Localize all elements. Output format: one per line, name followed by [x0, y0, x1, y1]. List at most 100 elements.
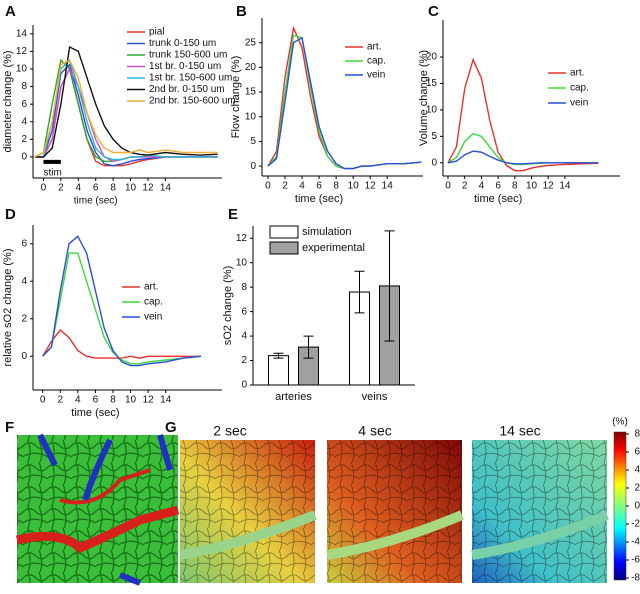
frame-label: 4 sec — [358, 423, 391, 439]
y-tick-label: 0 — [21, 351, 27, 362]
y-tick-label: 0 — [241, 380, 247, 391]
x-tick-label: 14 — [559, 181, 571, 192]
y-tick-label: 6 — [21, 99, 27, 110]
x-tick-label: 10 — [125, 183, 137, 194]
y-tick-label: 5 — [431, 131, 437, 142]
error-bar — [384, 230, 395, 342]
panel-label: D — [5, 206, 16, 223]
x-tick-label: 4 — [299, 181, 305, 192]
legend-label: art. — [367, 42, 381, 53]
colorbar-tick-label: -6 — [631, 555, 640, 566]
x-tick-label: 8 — [512, 181, 518, 192]
panel-label: C — [428, 3, 439, 20]
colorbar-tick-label: 8 — [634, 429, 640, 440]
series-line — [34, 45, 218, 158]
y-tick-label: 15 — [245, 87, 257, 98]
legend-swatch — [269, 241, 299, 255]
legend-label: art. — [570, 68, 584, 79]
x-tick-label: 2 — [282, 181, 288, 192]
y-axis-label: diameter change (%) — [2, 50, 14, 152]
panel-label: B — [236, 3, 247, 20]
error-bar — [273, 352, 284, 359]
y-tick-label: 10 — [426, 105, 438, 116]
y-axis-label: sO2 change (%) — [222, 266, 234, 345]
x-tick-label: 0 — [40, 395, 46, 406]
y-tick-label: 20 — [426, 52, 438, 63]
x-tick-label: 12 — [543, 181, 555, 192]
legend-label: simulation — [302, 226, 352, 238]
panel-label: E — [228, 206, 238, 223]
legend-label: 2nd br. 0-150 um — [149, 84, 225, 95]
legend-label: trunk 150-600 um — [149, 50, 227, 61]
legend-label: cap. — [144, 297, 163, 308]
panel-label: A — [5, 3, 16, 20]
y-tick-label: 0 — [250, 161, 256, 172]
x-tick-label: 2 — [57, 395, 63, 406]
y-tick-label: 10 — [16, 64, 28, 75]
series-line — [42, 252, 201, 365]
x-tick-label: 8 — [110, 395, 116, 406]
colorbar-tick-label: -4 — [631, 537, 640, 548]
x-tick-label: 10 — [348, 181, 360, 192]
x-axis-label: time (sec) — [71, 407, 119, 419]
x-tick-label: 12 — [142, 183, 154, 194]
colorbar-title: (%) — [612, 417, 628, 428]
stim-label: stim — [43, 168, 61, 179]
y-tick-label: 8 — [241, 282, 247, 293]
x-tick-label: arteries — [275, 391, 312, 403]
series-line — [42, 328, 201, 359]
y-axis-label: Flow change (%) — [230, 56, 242, 139]
series-line — [447, 132, 599, 166]
legend-label: art. — [144, 282, 158, 293]
series-line — [34, 59, 218, 158]
y-tick-label: 8 — [21, 81, 27, 92]
x-tick-label: 6 — [93, 395, 99, 406]
x-tick-label: 14 — [160, 395, 172, 406]
panel-label: G — [165, 419, 177, 436]
x-tick-label: 6 — [495, 181, 501, 192]
legend-label: trunk 0-150 um — [149, 38, 216, 49]
x-tick-label: 4 — [75, 395, 81, 406]
series-line — [42, 235, 201, 367]
legend-label: pial — [149, 27, 165, 38]
colorbar-tick-label: 6 — [634, 447, 640, 458]
frame-label: 14 sec — [499, 423, 540, 439]
colorbar-tick-label: 2 — [634, 483, 640, 494]
x-tick-label: 8 — [110, 183, 116, 194]
legend-label: cap. — [570, 83, 589, 94]
series-line — [447, 150, 599, 165]
x-tick-label: 6 — [316, 181, 322, 192]
y-tick-label: 4 — [21, 276, 27, 287]
y-tick-label: 5 — [250, 136, 256, 147]
y-tick-label: 2 — [21, 134, 27, 145]
colorbar-tick-label: 4 — [634, 465, 640, 476]
y-tick-label: 20 — [245, 62, 257, 73]
y-tick-label: 15 — [426, 78, 438, 89]
error-bar — [303, 335, 314, 359]
y-tick-label: 10 — [236, 257, 248, 268]
x-tick-label: 12 — [365, 181, 377, 192]
y-tick-label: 4 — [241, 331, 247, 342]
x-tick-label: 0 — [265, 181, 271, 192]
x-tick-label: 4 — [479, 181, 485, 192]
x-tick-label: 2 — [58, 183, 64, 194]
legend-label: cap. — [367, 56, 386, 67]
legend-label: 1st br. 150-600 um — [149, 73, 232, 84]
frame-label: 2 sec — [213, 423, 246, 439]
y-tick-label: 14 — [16, 28, 28, 39]
legend-label: 2nd br. 150-600 um — [149, 96, 236, 107]
y-tick-label: 10 — [245, 111, 257, 122]
bar — [268, 355, 289, 386]
x-tick-label: 0 — [41, 183, 47, 194]
x-tick-label: 6 — [93, 183, 99, 194]
rendering-g — [179, 431, 627, 583]
x-tick-label: 14 — [382, 181, 394, 192]
x-tick-label: 10 — [526, 181, 538, 192]
legend-label: vein — [570, 98, 588, 109]
y-tick-label: 25 — [245, 37, 257, 48]
x-axis-label: time (sec) — [295, 193, 343, 205]
y-tick-label: 12 — [236, 233, 248, 244]
y-tick-label: 2 — [21, 313, 27, 324]
legend-swatch — [269, 225, 299, 239]
colorbar-tick-label: -2 — [631, 519, 640, 530]
